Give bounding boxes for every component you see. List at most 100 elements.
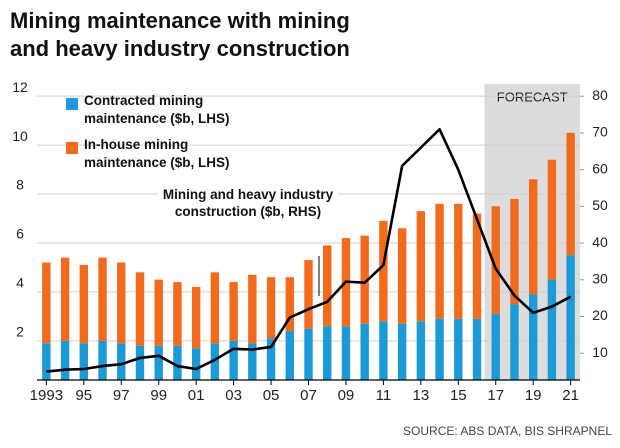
y-tick-label: 6: [16, 226, 24, 242]
bar: [510, 198, 519, 305]
bar: [379, 321, 388, 380]
y2-tick-label: 70: [592, 124, 608, 140]
legend-label: Contracted mining maintenance ($b, LHS): [84, 93, 230, 126]
bar: [472, 213, 482, 319]
y-tick-label: 12: [12, 79, 28, 95]
bar: [42, 343, 51, 380]
y2-tick-label: 80: [592, 87, 608, 103]
x-tick-label: 05: [263, 387, 280, 404]
bar: [248, 274, 257, 344]
bar: [472, 318, 482, 380]
bar: [416, 211, 426, 322]
y2-tick-label: 10: [592, 344, 608, 360]
legend-swatch: [66, 142, 78, 154]
bar: [397, 323, 407, 380]
bar: [304, 260, 313, 329]
bar: [191, 287, 201, 349]
chart-title: and heavy industry construction: [10, 36, 350, 61]
spacer: [270, 232, 318, 262]
bar: [341, 326, 351, 380]
bar: [210, 272, 220, 344]
x-tick-label: 21: [562, 387, 579, 404]
bar: [528, 294, 538, 380]
x-tick-label: 19: [525, 387, 542, 404]
line: [46, 127, 572, 373]
y-tick-label: 2: [16, 324, 24, 340]
x-tick-label: 17: [487, 387, 504, 404]
bar: [528, 179, 538, 295]
bar: [229, 282, 238, 341]
y-tick-label: 10: [12, 128, 28, 144]
x-tick-label: 97: [113, 387, 130, 404]
bar: [435, 318, 444, 380]
bar: [323, 326, 332, 380]
bar: [491, 313, 500, 380]
bar: [154, 345, 163, 380]
bar: [98, 257, 107, 341]
y2-tick-label: 40: [592, 234, 608, 250]
bar: [285, 331, 294, 380]
bar: [491, 206, 500, 314]
bar: [566, 255, 575, 380]
x-tick-label: 13: [413, 387, 430, 404]
x-tick-label: 95: [75, 387, 92, 404]
bar: [510, 304, 519, 380]
x-tick-label: 15: [450, 387, 467, 404]
bar: [135, 345, 145, 380]
bar: [79, 343, 89, 380]
bar: [547, 159, 557, 280]
bar: [266, 277, 276, 339]
x-tick-label: 03: [225, 387, 242, 404]
bar: [379, 220, 388, 322]
bar: [173, 282, 182, 346]
bar: [117, 262, 126, 344]
bar: [191, 348, 201, 380]
bar: [566, 132, 575, 256]
bar: [98, 340, 107, 380]
x-tick-label: 1993: [30, 387, 63, 404]
bar: [323, 245, 332, 327]
bar: [117, 343, 126, 380]
bar: [285, 277, 294, 332]
bar: [454, 203, 463, 319]
x-tick-label: 09: [338, 387, 355, 404]
bar: [360, 323, 369, 380]
source: SOURCE: ABS DATA, BIS SHRAPNEL: [403, 424, 612, 438]
bar: [60, 340, 70, 380]
y-tick-label: 8: [16, 177, 24, 193]
bar: [547, 279, 557, 380]
bar: [454, 318, 463, 380]
y2-tick-label: 60: [592, 160, 608, 176]
legend-label: In-house mining maintenance ($b, LHS): [84, 137, 230, 170]
bar: [304, 328, 313, 380]
bar: [435, 203, 444, 319]
line-annotation: Mining and heavy industry construction (…: [158, 186, 338, 220]
bar: [266, 338, 276, 380]
bar: [135, 272, 145, 346]
legend-swatch: [66, 98, 78, 110]
y2-tick-label: 30: [592, 270, 608, 286]
x-tick-label: 99: [150, 387, 167, 404]
bar: [60, 257, 70, 341]
bar: [416, 321, 426, 380]
plot: FORECAST 2 4 6 8 10 12 10 20 30 40 50 60 70 80 1993 95 97…: [12, 79, 608, 404]
bar: [248, 343, 257, 380]
x-tick-label: 01: [188, 387, 205, 404]
bar: [154, 279, 163, 346]
x-tick-label: 07: [300, 387, 317, 404]
bar: [397, 228, 407, 324]
bar: [360, 235, 369, 324]
forecast-label: FORECAST: [497, 89, 568, 104]
bar: [173, 345, 182, 380]
y2-tick-label: 50: [592, 197, 608, 213]
x-tick-label: 11: [376, 387, 392, 404]
bar: [79, 264, 89, 344]
chart-title: Mining maintenance with mining: [10, 8, 350, 33]
y-tick-label: 4: [16, 275, 24, 291]
bar: [229, 340, 238, 380]
bar: [210, 343, 220, 380]
bar: [42, 262, 51, 344]
y2-tick-label: 20: [592, 307, 608, 323]
